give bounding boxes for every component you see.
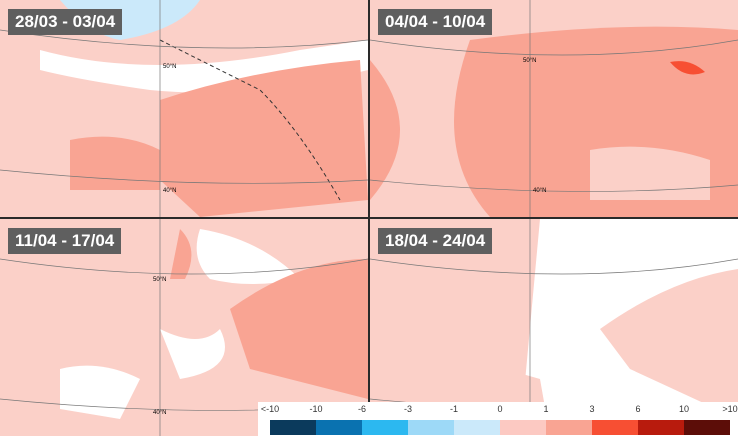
legend-color-swatch (408, 420, 454, 435)
legend-color-swatch (592, 420, 638, 435)
map-panel-2: 50°N 40°N 04/04 - 10/04 (370, 0, 738, 217)
legend-tick-label: 10 (678, 404, 690, 414)
legend-color-swatch (454, 420, 500, 435)
map-panel-1: 50°N 40°N 28/03 - 03/04 (0, 0, 368, 217)
legend-tick-label: <-10 (260, 404, 280, 414)
period-label: 04/04 - 10/04 (378, 9, 493, 35)
legend-color-swatch (316, 420, 362, 435)
anomaly-map: 50°N 40°N (0, 219, 368, 436)
legend-tick-label: 3 (589, 404, 595, 414)
legend-colorbar (270, 420, 730, 435)
legend-color-swatch (638, 420, 684, 435)
legend-color-swatch (684, 420, 730, 435)
lat-label: 40°N (163, 188, 176, 194)
legend-tick-label: -6 (357, 404, 367, 414)
legend-tick-label: 1 (543, 404, 549, 414)
lat-label: 50°N (523, 58, 536, 64)
color-legend: <-10 -10 -6 -3 -1 0 1 3 6 10 >10 (258, 402, 738, 436)
legend-tick-label: 6 (635, 404, 641, 414)
lat-label: 40°N (153, 410, 166, 416)
legend-tick-label: >10 (722, 404, 738, 414)
period-label: 11/04 - 17/04 (8, 228, 122, 254)
period-label: 18/04 - 24/04 (378, 228, 493, 254)
legend-color-swatch (362, 420, 408, 435)
lat-label: 40°N (533, 188, 546, 194)
period-label: 28/03 - 03/04 (8, 9, 123, 35)
legend-color-swatch (270, 420, 316, 435)
anomaly-map: 50°N 40°N (0, 0, 368, 217)
legend-ticks: <-10 -10 -6 -3 -1 0 1 3 6 10 >10 (258, 404, 738, 416)
map-panel-4: 18/04 - 24/04 (370, 219, 738, 436)
legend-tick-label: 0 (497, 404, 503, 414)
legend-color-swatch (500, 420, 546, 435)
legend-tick-label: -3 (403, 404, 413, 414)
legend-tick-label: -10 (309, 404, 323, 414)
anomaly-map (370, 219, 738, 436)
lat-label: 50°N (163, 64, 176, 70)
anomaly-map: 50°N 40°N (370, 0, 738, 217)
legend-tick-label: -1 (449, 404, 459, 414)
legend-color-swatch (546, 420, 592, 435)
lat-label: 50°N (153, 277, 166, 283)
map-panel-3: 50°N 40°N 11/04 - 17/04 (0, 219, 368, 436)
